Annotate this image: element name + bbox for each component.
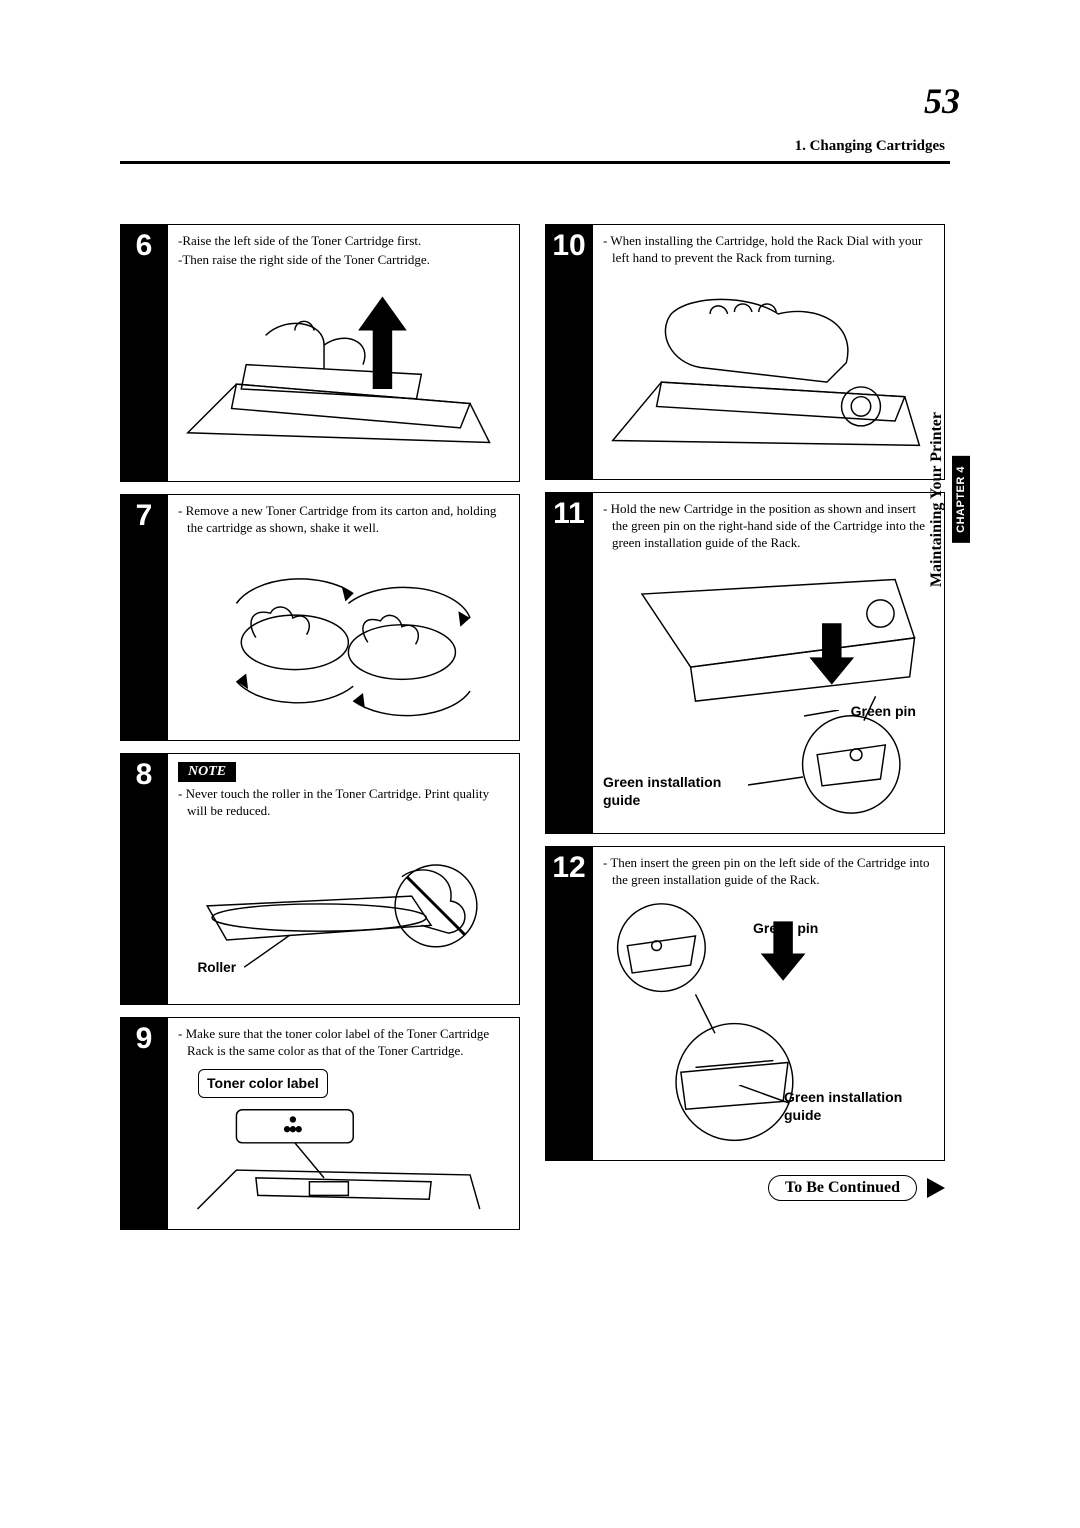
- green-pin-label: Green pin: [851, 702, 916, 720]
- roller-label: Roller: [197, 960, 236, 975]
- right-column: 10 - When installing the Cartridge, hold…: [545, 224, 945, 1230]
- step-text: - Make sure that the toner color label o…: [178, 1026, 509, 1060]
- step-10: 10 - When installing the Cartridge, hold…: [545, 224, 945, 480]
- illustration-shake-cartridge: [178, 545, 509, 730]
- green-guide-label: Green installation guide: [784, 1088, 934, 1124]
- step-8: 8 NOTE - Never touch the roller in the T…: [120, 753, 520, 1004]
- callout-text: Toner color label: [207, 1075, 319, 1091]
- illustration-hold-dial: [603, 275, 934, 470]
- step-9: 9 - Make sure that the toner color label…: [120, 1017, 520, 1231]
- step-number: 9: [120, 1018, 168, 1230]
- page-number: 53: [924, 80, 960, 122]
- continue-arrow-icon: [927, 1178, 945, 1198]
- label-pointer: [804, 710, 844, 730]
- step-12: 12 - Then insert the green pin on the le…: [545, 846, 945, 1161]
- step-number: 7: [120, 495, 168, 740]
- step-number: 8: [120, 754, 168, 1003]
- step-text: - Remove a new Toner Cartridge from its …: [178, 503, 509, 537]
- illustration-raise-cartridge: [178, 277, 509, 472]
- step-text: - Hold the new Cartridge in the position…: [603, 501, 934, 552]
- green-guide-label: Green installation guide: [603, 773, 753, 809]
- step-number: 12: [545, 847, 593, 1160]
- step-text: - When installing the Cartridge, hold th…: [603, 233, 934, 267]
- note-badge: NOTE: [178, 762, 236, 782]
- step-number: 11: [545, 493, 593, 833]
- step-text: -Then raise the right side of the Toner …: [178, 252, 509, 269]
- toner-color-label-callout: Toner color label: [198, 1069, 328, 1097]
- step-6: 6 -Raise the left side of the Toner Cart…: [120, 224, 520, 482]
- section-header: 1. Changing Cartridges: [120, 138, 950, 155]
- label-pointer: [739, 1085, 789, 1110]
- page-content: 53 1. Changing Cartridges 6 -Raise the l…: [120, 90, 950, 1230]
- step-text: - Then insert the green pin on the left …: [603, 855, 934, 889]
- left-column: 6 -Raise the left side of the Toner Cart…: [120, 224, 520, 1230]
- label-pointer: [748, 775, 808, 795]
- step-text: -Raise the left side of the Toner Cartri…: [178, 233, 509, 250]
- step-11: 11 - Hold the new Cartridge in the posit…: [545, 492, 945, 834]
- side-chapter-badge: CHAPTER 4: [952, 456, 970, 543]
- step-number: 6: [120, 225, 168, 481]
- step-text: - Never touch the roller in the Toner Ca…: [178, 786, 509, 820]
- green-pin-label: Green pin: [753, 919, 818, 937]
- step-number: 10: [545, 225, 593, 479]
- illustration-roller-warning: Roller: [178, 828, 509, 994]
- to-be-continued-row: To Be Continued: [545, 1175, 945, 1201]
- step-7: 7 - Remove a new Toner Cartridge from it…: [120, 494, 520, 741]
- header-rule: [120, 161, 950, 164]
- to-be-continued-badge: To Be Continued: [768, 1175, 917, 1201]
